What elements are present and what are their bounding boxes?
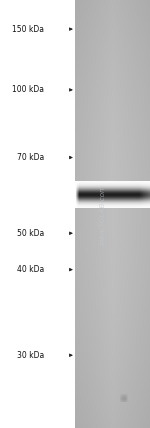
Text: 30 kDa: 30 kDa [17,351,44,360]
Text: 40 kDa: 40 kDa [17,265,44,274]
Text: www.TGLAB.com: www.TGLAB.com [99,184,105,244]
Text: 150 kDa: 150 kDa [12,24,44,34]
Text: 100 kDa: 100 kDa [12,85,44,95]
Text: 50 kDa: 50 kDa [17,229,44,238]
Text: 70 kDa: 70 kDa [17,153,44,162]
